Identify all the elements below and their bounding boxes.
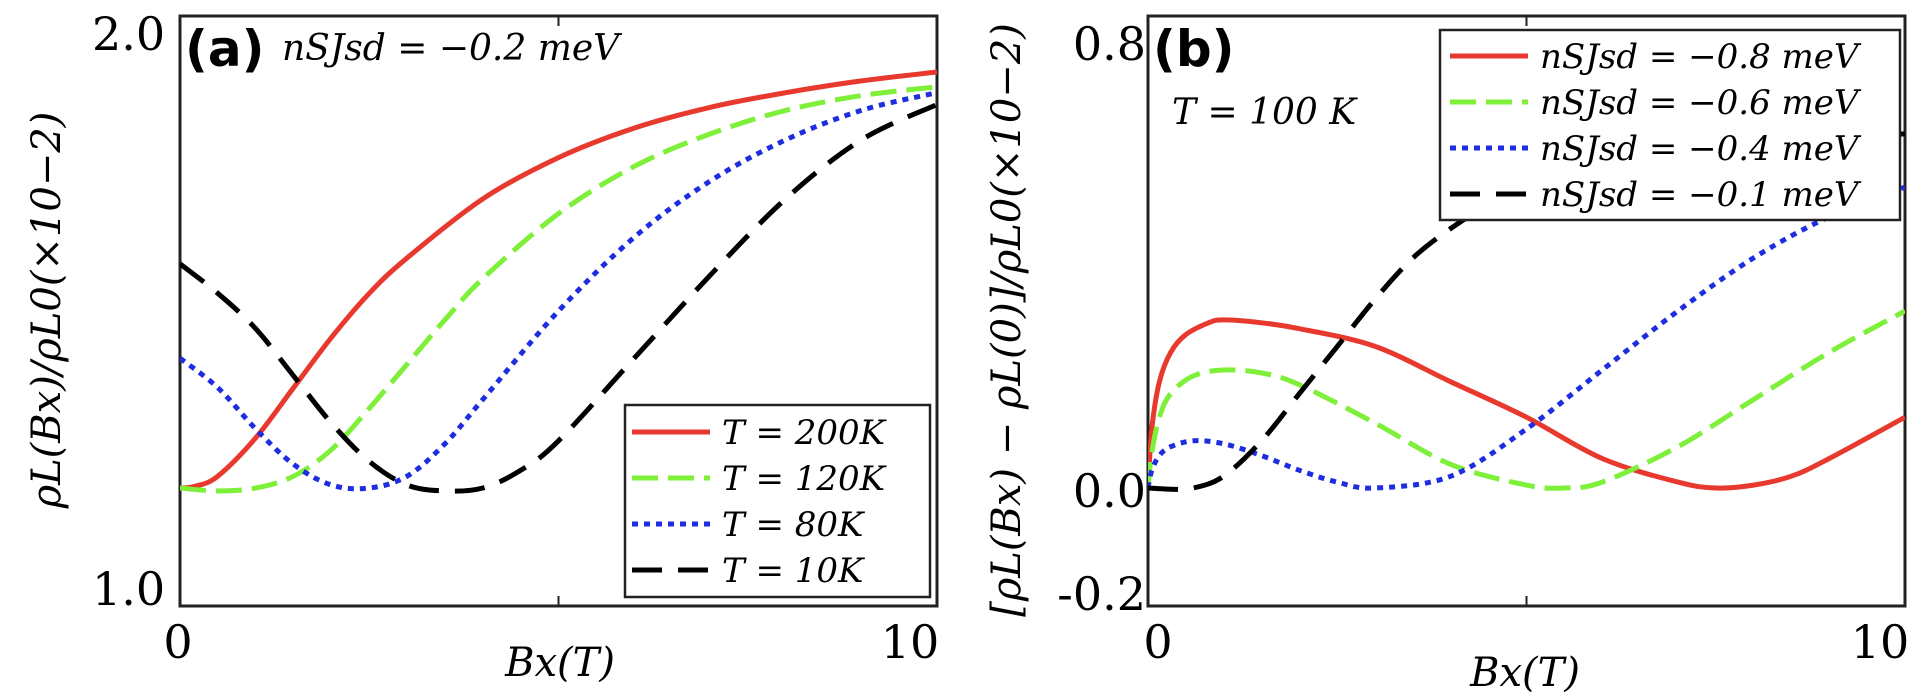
x-axis-label-b: Bx(T) [1469,650,1580,692]
ytick-label-a-0: 1.0 [92,562,165,616]
panel-b: 0 10 0.8 0.0 -0.2 Bx(T) [ρL(Bx) − ρL(0)]… [984,14,1910,692]
panel-a: 0 10 2.0 1.0 Bx(T) ρL(Bx)/ρL0(×10−2) (a)… [24,7,939,686]
series-line-0-1 [180,84,937,494]
ytick-label-b-1: 0.0 [1073,464,1146,518]
y-axis-label-b: [ρL(Bx) − ρL(0)]/ρL0(×10−2) [984,23,1030,617]
series-line-0-2 [180,90,937,492]
legend-a: T = 200K T = 120K T = 80K T = 10K [623,403,932,599]
ytick-label-b-2: 0.8 [1073,17,1146,71]
ytick-label-a-1: 2.0 [92,7,165,61]
xtick-label-a-1: 10 [881,615,940,669]
legend-b: nSJsd = −0.8 meV nSJsd = −0.6 meV nSJsd = … [1438,28,1902,222]
legend-label-1-1: nSJsd = −0.6 meV [1540,83,1862,123]
legend-label-0-0: T = 200K [722,413,888,453]
series-line-1-0 [1148,317,1905,491]
legend-box-b [1438,28,1902,222]
legend-label-0-1: T = 120K [722,459,888,499]
series-group-a [180,69,937,494]
series-line-1-1 [1148,308,1905,491]
xtick-label-b-0: 0 [1143,615,1172,669]
legend-label-0-2: T = 80K [722,505,866,545]
xtick-label-a-0: 0 [163,615,192,669]
annotation-b: T = 100 K [1172,92,1358,133]
x-axis-label-a: Bx(T) [504,640,615,686]
annotation-a: nSJsd = −0.2 meV [282,28,623,69]
series-line-1-2 [1148,184,1905,491]
panel-label-b: (b) [1153,20,1235,78]
legend-label-0-3: T = 10K [722,551,866,591]
ytick-label-b-0: -0.2 [1057,567,1146,621]
legend-label-1-3: nSJsd = −0.1 meV [1540,175,1862,215]
panel-label-a: (a) [185,20,264,78]
series-line-0-3 [180,102,937,494]
xtick-label-b-1: 10 [1851,615,1910,669]
y-axis-label-a: ρL(Bx)/ρL0(×10−2) [24,112,70,510]
series-line-0-0 [180,69,937,491]
legend-label-1-0: nSJsd = −0.8 meV [1540,37,1862,77]
legend-label-1-2: nSJsd = −0.4 meV [1540,129,1862,169]
legend-box-a [623,403,932,599]
